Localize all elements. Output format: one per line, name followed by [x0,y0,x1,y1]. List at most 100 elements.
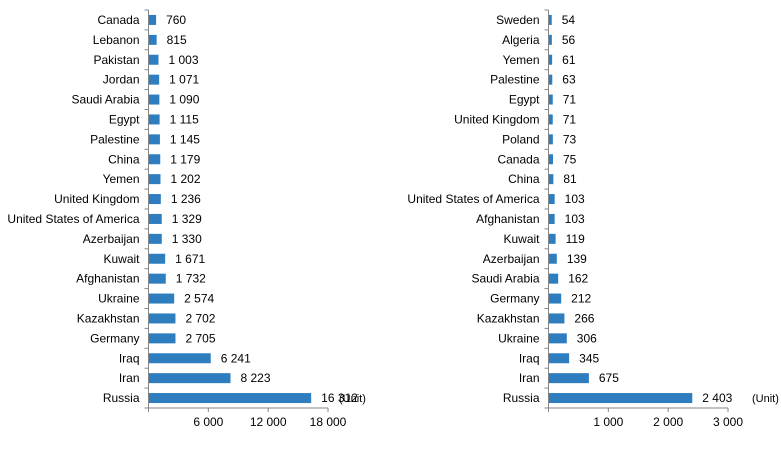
right-bar [549,213,555,224]
left-bar [149,353,211,364]
left-category-label: Kuwait [103,252,140,266]
right-category-label: Saudi Arabia [471,272,539,286]
right-value-label: 119 [566,232,585,246]
right-bar [549,273,559,284]
right-category-label: Ukraine [498,331,540,345]
left-category-label: Egypt [109,112,140,126]
right-category-label: Canada [497,152,539,166]
left-category-label: Iraq [119,351,140,365]
left-value-label: 1 179 [170,152,200,166]
right-category-label: Afghanistan [476,212,539,226]
right-value-label: 139 [567,252,587,266]
right-value-label: 103 [565,212,585,226]
right-category-label: Kazakhstan [477,311,540,325]
right-x-tick-label: 2 000 [653,415,683,429]
left-category-label: Afghanistan [76,272,139,286]
left-bar [149,273,166,284]
right-bar [549,74,553,85]
left-value-label: 1 330 [172,232,202,246]
right-category-label: Egypt [509,93,540,107]
right-value-label: 71 [563,112,577,126]
right-unit-label: (Unit) [752,393,779,405]
left-value-label: 2 705 [185,331,215,345]
left-category-label: Pakistan [93,53,139,67]
right-bar [549,174,554,185]
right-bar [549,333,567,344]
right-value-label: 75 [563,152,577,166]
left-category-label: Jordan [103,73,140,87]
right-bar-chart: 1 000 2 000 3 000 Sweden 54 Algeria 56 Yemen 61 P… [407,9,779,429]
right-value-label: 162 [568,272,588,286]
right-value-label: 306 [577,331,597,345]
left-bar [149,194,161,205]
right-bar [549,154,553,165]
left-x-tick-label: 12 000 [250,415,287,429]
left-unit-label: (Unit) [339,393,366,405]
left-value-label: 1 732 [176,272,206,286]
right-category-label: United Kingdom [454,112,539,126]
right-value-label: 212 [571,292,591,306]
left-category-label: Kazakhstan [77,311,140,325]
left-category-label: United States of America [7,212,139,226]
left-bar [149,114,160,125]
left-category-label: United Kingdom [54,192,139,206]
right-value-label: 54 [562,13,576,27]
left-value-label: 760 [166,13,186,27]
right-x-tick-label: 1 000 [593,415,623,429]
right-category-label: Algeria [502,33,540,47]
right-bar [549,393,693,404]
left-value-label: 1 003 [169,53,199,67]
left-value-label: 6 241 [221,351,251,365]
left-value-label: 2 574 [184,292,214,306]
left-category-label: Ukraine [98,292,140,306]
left-value-label: 815 [167,33,187,47]
left-value-label: 1 115 [170,112,199,126]
right-bar [549,194,555,205]
left-bar [149,373,231,384]
left-value-label: 2 702 [185,311,215,325]
right-value-label: 345 [579,351,599,365]
right-bar [549,34,552,45]
left-category-label: Lebanon [93,33,140,47]
left-value-label: 8 223 [241,371,271,385]
left-category-label: Saudi Arabia [71,93,139,107]
left-bar [149,293,175,304]
left-bar [149,154,161,165]
right-value-label: 675 [599,371,619,385]
left-value-label: 1 329 [172,212,202,226]
left-category-label: Azerbaijan [83,232,140,246]
left-category-label: Iran [119,371,140,385]
left-category-label: Germany [90,331,139,345]
left-value-label: 1 236 [171,192,201,206]
right-bar [549,114,553,125]
right-bar [549,134,553,145]
left-category-label: Russia [103,391,140,405]
left-bar-chart: 6 000 12 000 18 000 Canada 760 Lebanon 815 Paki… [7,9,366,429]
left-bar [149,253,166,264]
left-bar [149,233,162,244]
right-value-label: 266 [574,311,594,325]
right-category-label: United States of America [407,192,539,206]
left-value-label: 1 071 [169,73,199,87]
right-category-label: Azerbaijan [483,252,540,266]
left-bar [149,313,176,324]
right-bar [549,14,552,25]
right-bar [549,233,556,244]
left-bar [149,34,157,45]
left-bar [149,174,161,185]
left-bar [149,74,160,85]
left-bar [149,333,176,344]
left-value-label: 1 202 [170,172,200,186]
left-bar [149,393,312,404]
right-category-label: Iraq [519,351,540,365]
right-category-label: Russia [503,391,540,405]
right-category-label: Sweden [496,13,539,27]
right-bar [549,94,553,105]
left-x-tick-label: 18 000 [310,415,347,429]
right-bar [549,373,589,384]
left-value-label: 1 145 [170,132,200,146]
right-value-label: 2 403 [702,391,732,405]
right-category-label: Iran [519,371,540,385]
right-value-label: 63 [562,73,576,87]
